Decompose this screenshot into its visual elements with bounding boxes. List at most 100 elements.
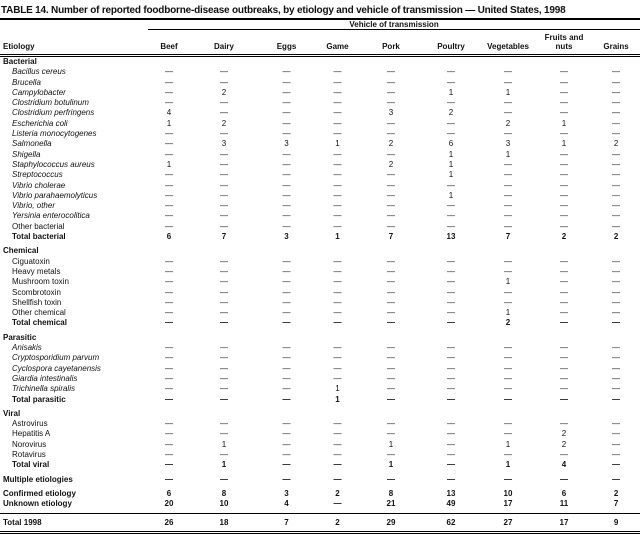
value-cell: — — [612, 180, 621, 190]
value-cell: — — [333, 460, 342, 470]
value-cell: — — [387, 118, 395, 128]
value-cell: — — [333, 118, 342, 128]
section-header-label: Bacterial — [3, 57, 37, 66]
value-cell: — — [333, 277, 342, 287]
value-cell: — — [447, 211, 455, 221]
value-cell: 1 — [448, 170, 454, 180]
value-cell: — — [220, 343, 228, 353]
value-cell: — — [333, 287, 342, 297]
value-cell: 6 — [166, 232, 172, 242]
etiology-label: Cyclospora cayetanensis — [12, 363, 101, 373]
etiology-label: Total parasitic — [12, 394, 66, 404]
value-cell: — — [333, 449, 342, 459]
value-cell: — — [447, 308, 455, 318]
value-cell: — — [560, 297, 568, 307]
etiology-label: Norovirus — [12, 439, 47, 449]
value-cell: — — [282, 394, 291, 404]
value-cell: 1 — [335, 394, 340, 404]
value-cell: — — [220, 201, 228, 211]
etiology-label: Giardia intestinalis — [12, 373, 78, 383]
value-cell: 1 — [448, 149, 454, 159]
value-cell: — — [165, 373, 173, 383]
value-cell: — — [220, 277, 228, 287]
value-cell: — — [612, 129, 621, 139]
value-cell: — — [560, 256, 568, 266]
value-cell: — — [282, 474, 291, 484]
value-cell: — — [333, 308, 342, 318]
value-cell: — — [282, 384, 291, 394]
value-cell: — — [447, 318, 455, 328]
table-row: Brucella — — — — — — — — — — [0, 78, 640, 88]
value-cell: — — [165, 190, 173, 200]
value-cell: — — [282, 439, 291, 449]
value-cell: — — [220, 419, 228, 429]
etiology-label: Brucella — [12, 77, 41, 87]
table-row: Hepatitis A — — — — — — — 2 — — [0, 429, 640, 439]
value-cell: — — [387, 343, 395, 353]
table-row: Cryptosporidium parvum — — — — — — — — — — [0, 353, 640, 363]
value-cell: — — [387, 297, 395, 307]
value-cell: — — [282, 353, 291, 363]
value-cell: — — [504, 266, 512, 276]
value-cell: — — [504, 474, 512, 484]
value-cell: — — [282, 373, 291, 383]
value-cell: — — [387, 67, 395, 77]
value-cell: — — [220, 287, 228, 297]
value-cell: 8 — [388, 488, 394, 498]
etiology-label: Astrovirus — [12, 419, 48, 429]
value-cell: 1 — [335, 384, 340, 394]
value-cell: — — [447, 429, 455, 439]
value-cell: — — [560, 77, 568, 87]
value-cell: — — [165, 429, 173, 439]
value-cell: — — [282, 180, 291, 190]
value-cell: 2 — [315, 513, 360, 534]
value-cell: — — [504, 449, 512, 459]
value-cell: — — [387, 394, 395, 404]
value-cell: — — [612, 318, 621, 328]
value-cell: — — [612, 98, 621, 108]
value-cell: — — [387, 277, 395, 287]
etiology-label: Heavy metals — [12, 266, 61, 276]
etiology-label: Campylobacter — [12, 87, 66, 97]
value-cell: — — [387, 77, 395, 87]
value-cell: — — [560, 287, 568, 297]
value-cell: — — [282, 108, 291, 118]
etiology-label: Multiple etiologies — [3, 474, 73, 484]
value-cell: — — [447, 474, 455, 484]
value-cell: — — [560, 159, 568, 169]
value-cell: — — [447, 343, 455, 353]
value-cell: — — [282, 419, 291, 429]
value-cell: — — [220, 149, 228, 159]
value-cell: — — [387, 287, 395, 297]
value-cell: 6 — [561, 488, 567, 498]
value-cell: — — [220, 318, 228, 328]
value-cell: — — [165, 256, 173, 266]
table-row: Listeria monocytogenes — — — — — — — — — — [0, 129, 640, 139]
value-cell: — — [504, 159, 512, 169]
value-cell: — — [560, 190, 568, 200]
value-cell: — — [387, 266, 395, 276]
value-cell: — — [504, 129, 512, 139]
value-cell: — — [282, 98, 291, 108]
table-row: Multiple etiologies — — — — — — — — — — [0, 475, 640, 485]
table-title: TABLE 14. Number of reported foodborne-d… — [0, 0, 640, 20]
etiology-label: Total bacterial — [12, 232, 66, 242]
value-cell: — — [333, 363, 342, 373]
section-header-label: Chemical — [3, 246, 39, 256]
column-header: Vegetables — [480, 29, 536, 57]
value-cell: — — [282, 266, 291, 276]
value-cell: — — [333, 221, 342, 231]
table-row: Confirmed etiology 6 8 3 2 8 13 10 6 2 — [0, 489, 640, 499]
value-cell: 2 — [613, 488, 619, 498]
value-cell: 2 — [561, 439, 567, 449]
etiology-label: Vibrio cholerae — [12, 180, 66, 190]
value-cell: — — [282, 77, 291, 87]
value-cell: — — [387, 221, 395, 231]
value-cell: — — [560, 149, 568, 159]
value-cell: 1 — [448, 190, 454, 200]
value-cell: — — [220, 98, 228, 108]
value-cell: — — [282, 449, 291, 459]
value-cell: — — [612, 108, 621, 118]
value-cell: — — [333, 201, 342, 211]
etiology-label: Salmonella — [12, 139, 52, 149]
